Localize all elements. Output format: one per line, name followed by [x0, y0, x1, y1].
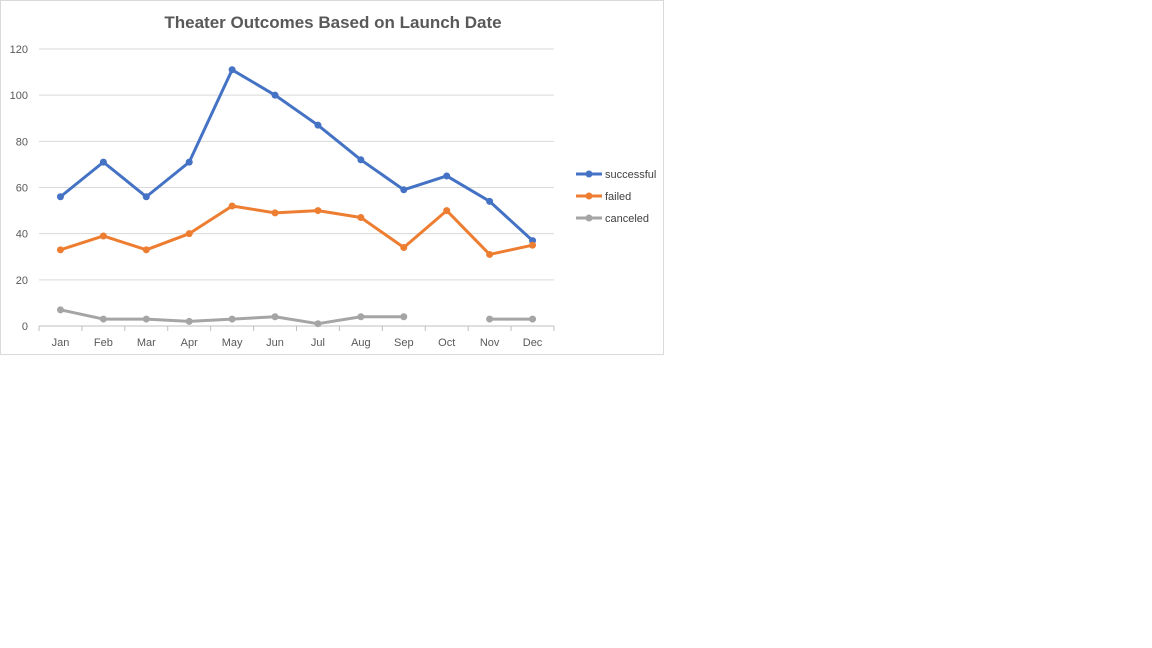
y-axis-ticks: 0 20 40 60 80 100 120 — [10, 44, 28, 333]
data-point — [486, 197, 494, 205]
y-tick-label: 60 — [16, 183, 28, 195]
data-point — [228, 66, 236, 74]
data-point — [529, 241, 537, 249]
series-lines — [56, 66, 537, 328]
x-tick-label: Mar — [137, 337, 156, 349]
data-point — [228, 315, 236, 323]
x-tick-label: Aug — [351, 337, 371, 349]
data-point — [185, 230, 193, 238]
x-tick-label: Jun — [266, 337, 284, 349]
legend-item-failed: failed — [576, 191, 631, 203]
series-line — [58, 68, 535, 243]
data-point — [56, 193, 64, 201]
data-point — [357, 156, 365, 164]
data-point — [314, 320, 322, 328]
data-point — [314, 207, 322, 215]
legend-item-canceled: canceled — [576, 213, 649, 225]
legend-label: successful — [605, 169, 656, 181]
legend-label: canceled — [605, 213, 649, 225]
legend: successful failed canceled — [576, 169, 656, 225]
data-point — [228, 202, 236, 210]
x-tick-label: Jan — [52, 337, 70, 349]
data-point — [142, 315, 150, 323]
series-line — [58, 204, 535, 256]
gridlines — [39, 48, 554, 281]
y-tick-label: 80 — [16, 136, 28, 148]
data-point — [486, 315, 494, 323]
series-failed — [56, 202, 537, 258]
legend-marker — [585, 170, 593, 178]
data-point — [99, 158, 107, 166]
data-point — [271, 313, 279, 321]
data-point — [142, 246, 150, 254]
legend-marker — [585, 192, 593, 200]
data-point — [400, 244, 408, 252]
y-tick-label: 0 — [22, 321, 28, 333]
data-point — [314, 121, 322, 129]
data-point — [443, 207, 451, 215]
data-point — [400, 313, 408, 321]
y-tick-label: 100 — [10, 90, 28, 102]
x-tick-label: Jul — [311, 337, 325, 349]
legend-marker — [585, 214, 593, 222]
chart-frame: Theater Outcomes Based on Launch Date 0 2… — [0, 0, 664, 355]
data-point — [443, 172, 451, 180]
data-point — [357, 214, 365, 222]
x-axis-ticks: Jan Feb Mar Apr May Jun Jul Aug Sep Oct Nov Dec — [52, 337, 543, 349]
x-tick-label: May — [222, 337, 243, 349]
chart-title: Theater Outcomes Based on Launch Date — [164, 13, 501, 32]
x-tick-label: Feb — [94, 337, 113, 349]
x-tick-label: Dec — [523, 337, 543, 349]
x-tick-label: Apr — [181, 337, 198, 349]
data-point — [185, 158, 193, 166]
x-axis — [38, 325, 555, 331]
data-point — [357, 313, 365, 321]
y-tick-label: 20 — [16, 275, 28, 287]
legend-item-successful: successful — [576, 169, 656, 181]
data-point — [400, 186, 408, 194]
data-point — [56, 306, 64, 314]
data-point — [142, 193, 150, 201]
x-tick-label: Nov — [480, 337, 500, 349]
data-point — [529, 315, 537, 323]
x-tick-label: Sep — [394, 337, 414, 349]
data-point — [271, 209, 279, 217]
y-tick-label: 120 — [10, 44, 28, 56]
data-point — [56, 246, 64, 254]
x-tick-label: Oct — [438, 337, 455, 349]
data-point — [271, 91, 279, 99]
legend-label: failed — [605, 191, 631, 203]
series-successful — [56, 66, 537, 245]
series-canceled — [56, 306, 537, 328]
data-point — [185, 317, 193, 325]
data-point — [99, 232, 107, 240]
data-point — [486, 250, 494, 258]
y-tick-label: 40 — [16, 229, 28, 241]
line-chart: Theater Outcomes Based on Launch Date 0 2… — [10, 13, 657, 349]
data-point — [99, 315, 107, 323]
